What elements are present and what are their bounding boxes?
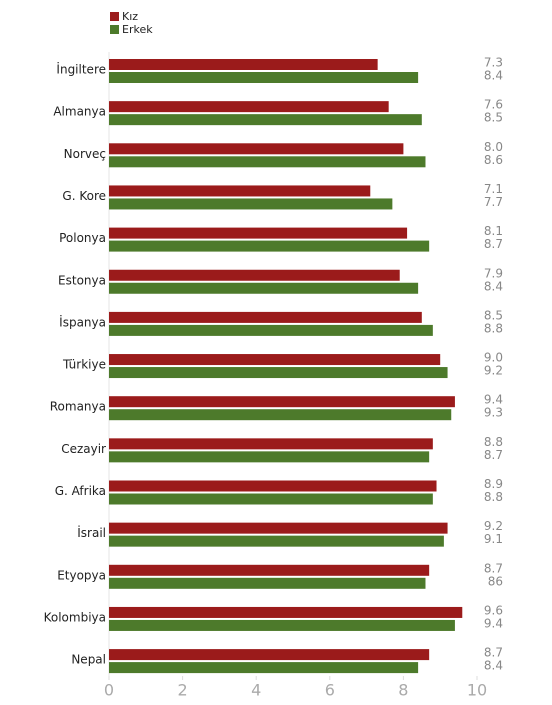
x-tick-label: 10: [467, 681, 487, 700]
value-label: 8.0: [484, 140, 503, 154]
x-tick-label: 0: [104, 681, 114, 700]
bar: [109, 577, 426, 589]
value-label: 7.3: [484, 56, 503, 70]
value-label: 8.7: [484, 448, 503, 462]
bar: [109, 227, 408, 239]
value-label: 8.6: [484, 153, 503, 167]
bar: [109, 662, 419, 674]
value-label: 7.9: [484, 266, 503, 280]
bar: [109, 480, 437, 492]
bar: [109, 269, 400, 281]
category-label: Romanya: [50, 400, 106, 414]
value-label: 7.7: [484, 195, 503, 209]
category-label: İngiltere: [56, 62, 106, 77]
category-label: Norveç: [64, 147, 106, 161]
value-label: 9.4: [484, 393, 503, 407]
category-label: Nepal: [71, 653, 106, 667]
bar: [109, 649, 430, 661]
value-label: 9.3: [484, 406, 503, 420]
category-label: Almanya: [53, 105, 106, 119]
value-label: 9.1: [484, 532, 503, 546]
legend-swatch: [110, 12, 119, 21]
value-label: 8.5: [484, 308, 503, 322]
value-label: 9.6: [484, 603, 503, 617]
bar: [109, 564, 430, 576]
value-label: 8.8: [484, 321, 503, 335]
bar: [109, 156, 426, 168]
bar: [109, 324, 433, 336]
bar: [109, 451, 430, 463]
bar: [109, 114, 422, 126]
legend-label: Erkek: [122, 23, 153, 36]
legend-label: Kız: [122, 10, 138, 23]
value-label: 8.1: [484, 224, 503, 238]
value-label: 86: [488, 574, 503, 588]
value-label: 9.0: [484, 351, 503, 365]
category-label: Polonya: [59, 231, 106, 245]
value-label: 9.2: [484, 364, 503, 378]
bar: [109, 409, 452, 421]
bar: [109, 619, 455, 631]
bar: [109, 59, 378, 70]
legend-swatch: [110, 25, 119, 34]
category-label: G. Afrika: [55, 484, 106, 498]
category-label: Etyopya: [57, 568, 106, 582]
bar: [109, 493, 433, 505]
bar: [109, 522, 448, 534]
bar: [109, 438, 433, 450]
value-label: 8.4: [484, 279, 503, 293]
x-tick-label: 2: [178, 681, 188, 700]
value-label: 8.7: [484, 237, 503, 251]
value-label: 8.9: [484, 477, 503, 491]
value-label: 7.6: [484, 98, 503, 112]
value-label: 8.7: [484, 646, 503, 660]
category-label: Estonya: [58, 273, 106, 287]
bar: [109, 606, 463, 618]
x-tick-label: 8: [398, 681, 408, 700]
value-label: 8.8: [484, 490, 503, 504]
bar: [109, 185, 371, 197]
category-label: G. Kore: [62, 189, 106, 203]
category-label: Cezayir: [61, 442, 106, 456]
value-label: 8.4: [484, 69, 503, 83]
bar: [109, 240, 430, 252]
category-label: Kolombiya: [44, 610, 106, 624]
value-label: 9.2: [484, 519, 503, 533]
bar: [109, 101, 389, 113]
bar: [109, 535, 444, 547]
bar: [109, 282, 419, 294]
bar: [109, 367, 448, 379]
bar: [109, 198, 393, 210]
x-tick-label: 6: [325, 681, 335, 700]
x-tick-label: 4: [251, 681, 261, 700]
bar: [109, 354, 441, 366]
value-label: 8.7: [484, 561, 503, 575]
category-label: İsrail: [77, 525, 106, 540]
value-label: 8.4: [484, 659, 503, 673]
value-label: 8.8: [484, 435, 503, 449]
bar: [109, 311, 422, 323]
value-label: 8.5: [484, 111, 503, 125]
bar: [109, 396, 455, 408]
bar: [109, 72, 419, 83]
bar: [109, 143, 404, 155]
value-label: 7.1: [484, 182, 503, 196]
category-label: Türkiye: [62, 358, 106, 372]
category-label: İspanya: [59, 314, 106, 329]
value-label: 9.4: [484, 616, 503, 630]
